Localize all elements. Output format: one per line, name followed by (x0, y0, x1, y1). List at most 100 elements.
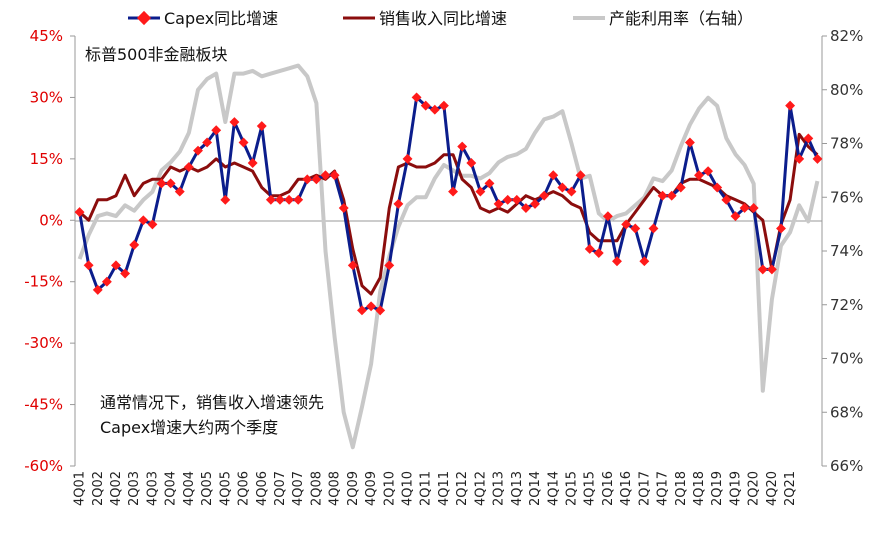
capex-point (293, 194, 304, 205)
capex-point (593, 248, 604, 258)
x-tick-label: 2Q07 (273, 471, 288, 506)
capex-point (229, 117, 240, 127)
capex-point (256, 121, 267, 132)
capex-point (502, 194, 513, 205)
capex-point (357, 305, 367, 316)
capex-point (466, 157, 477, 168)
capex-point (448, 186, 459, 197)
capex-point (302, 174, 313, 185)
legend-sales: 销售收入同比增速 (343, 9, 507, 28)
capex-point (612, 256, 622, 267)
x-tick-label: 4Q18 (692, 471, 707, 506)
legend-label-sales: 销售收入同比增速 (379, 9, 507, 28)
x-tick-label: 4Q14 (546, 471, 561, 506)
capex-point (393, 198, 404, 209)
right-tick-label: 82% (830, 27, 863, 45)
capex-point (320, 170, 331, 181)
capex-point (757, 264, 768, 275)
capex-point (675, 182, 686, 193)
series-line-capex (78, 95, 819, 312)
x-tick-label: 2Q17 (637, 471, 652, 506)
right-tick-label: 72% (830, 296, 863, 314)
x-tick-label: 4Q17 (656, 471, 671, 506)
x-tick-label: 4Q12 (473, 471, 488, 506)
capex-point (183, 162, 194, 172)
right-tick-label: 78% (830, 135, 863, 153)
x-tick-label: 2Q16 (601, 471, 616, 506)
capex-point (74, 207, 85, 218)
capex-point (384, 260, 395, 271)
capex-point (138, 215, 149, 226)
capex-point (193, 145, 203, 156)
left-tick-label: 0% (39, 211, 63, 229)
capex-point (202, 137, 213, 148)
legend-label-utilization: 产能利用率（右轴） (609, 9, 753, 28)
capex-point (812, 153, 823, 164)
right-tick-label: 74% (830, 242, 863, 260)
x-tick-label: 2Q08 (309, 471, 324, 506)
capex-point (438, 100, 449, 111)
capex-point (457, 141, 468, 152)
capex-point (484, 178, 495, 189)
capex-point (338, 203, 349, 213)
capex-point (101, 276, 112, 287)
capex-point (776, 223, 786, 234)
capex-point (120, 268, 131, 279)
x-tick-label: 2Q19 (710, 471, 725, 506)
legend-capex: Capex同比增速 (128, 9, 278, 28)
right-tick-label: 70% (830, 350, 863, 368)
x-tick-label: 2Q20 (747, 471, 762, 506)
x-tick-label: 2Q04 (164, 471, 179, 506)
x-tick-label: 4Q15 (583, 471, 598, 506)
x-tick-label: 2Q09 (346, 471, 361, 506)
series-layer (74, 63, 823, 450)
x-tick-label: 4Q01 (73, 471, 88, 506)
capex-point (83, 260, 94, 271)
left-tick-label: 45% (30, 27, 63, 45)
capex-point (111, 260, 121, 271)
capex-point (375, 305, 386, 316)
capex-point (429, 104, 440, 115)
right-tick-labels: 82% 80% 78% 76% 74% 72% 70% 68% 66% (822, 27, 863, 475)
x-tick-label: 2Q18 (674, 471, 689, 506)
x-tick-label: 2Q10 (382, 471, 397, 506)
capex-point (530, 198, 540, 209)
capex-point (785, 100, 796, 111)
x-tick-label: 4Q10 (401, 471, 416, 506)
capex-point (684, 137, 695, 148)
x-tick-label: 2Q14 (528, 471, 543, 506)
left-tick-labels: 45% 30% 15% 0% -15% -30% -45% -60% (24, 27, 75, 475)
capex-point (347, 260, 358, 271)
x-tick-label: 2Q12 (455, 471, 470, 506)
capex-point (730, 211, 741, 222)
capex-point (402, 153, 413, 164)
capex-point (648, 223, 659, 234)
left-tick-label: -30% (24, 334, 63, 352)
left-tick-label: -45% (24, 396, 63, 414)
x-tick-labels: 4Q01 2Q02 4Q02 2Q03 4Q03 2Q04 4Q04 2Q05 4Q05 2Q06… (73, 471, 799, 506)
capex-point (238, 137, 249, 148)
series-line-utilization (77, 63, 820, 450)
x-tick-label: 2Q03 (127, 471, 142, 506)
x-tick-label: 4Q11 (437, 471, 452, 506)
left-tick-label: 15% (30, 150, 63, 168)
capex-point (366, 301, 377, 312)
x-tick-label: 4Q13 (510, 471, 525, 506)
x-tick-label: 4Q20 (765, 471, 780, 506)
left-tick-label: 30% (30, 88, 63, 106)
x-tick-label: 2Q13 (492, 471, 507, 506)
legend-utilization: 产能利用率（右轴） (573, 9, 753, 28)
capex-point (220, 194, 231, 205)
x-tick-label: 4Q19 (728, 471, 743, 506)
legend: Capex同比增速 销售收入同比增速 产能利用率（右轴） (128, 9, 753, 28)
x-tick-label: 2Q02 (91, 471, 106, 506)
capex-point (147, 219, 158, 230)
x-tick-label: 4Q05 (218, 471, 233, 506)
capex-point (630, 223, 641, 234)
x-tick-label: 4Q16 (619, 471, 634, 506)
x-tick-label: 4Q02 (109, 471, 124, 506)
chart-subtitle: 标普500非金融板块 (85, 45, 228, 64)
capex-point (703, 166, 714, 177)
annotation-line-2: Capex增速大约两个季度 (100, 418, 278, 437)
capex-point (493, 198, 504, 209)
